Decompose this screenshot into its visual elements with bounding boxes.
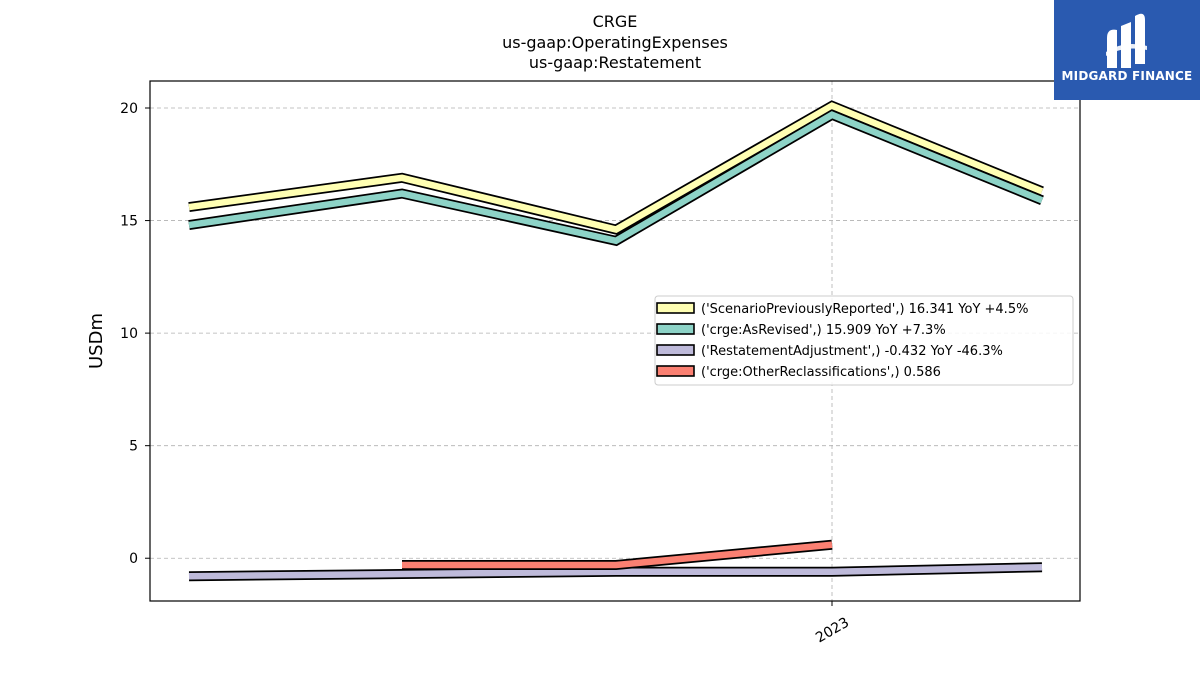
legend: ('ScenarioPreviouslyReported',) 16.341 Y… (654, 295, 1074, 386)
legend-swatch (656, 302, 695, 314)
y-tick-label: 15 (120, 214, 138, 230)
chart-subtitle-2: us-gaap:Restatement (529, 53, 701, 72)
y-tick-label: 5 (129, 439, 138, 455)
plot-frame (149, 80, 1081, 602)
legend-entry: ('ScenarioPreviouslyReported',) 16.341 Y… (701, 302, 1028, 317)
series-line-outline (188, 109, 1044, 247)
logo-text: MIDGARD FINANCE (1062, 69, 1193, 83)
y-axis-label: USDm (86, 313, 107, 369)
chart-subtitle-1: us-gaap:OperatingExpenses (502, 33, 728, 52)
legend-entry: ('crge:OtherReclassifications',) 0.586 (701, 365, 941, 380)
legend-box (654, 295, 1074, 386)
x-axis: 2023 (813, 601, 852, 646)
x-tick-label: 2023 (813, 615, 852, 647)
y-tick-label: 0 (129, 551, 138, 567)
midgard-finance-logo: MIDGARD FINANCE (1054, 0, 1200, 100)
legend-entry: ('RestatementAdjustment',) -0.432 YoY -4… (701, 344, 1003, 359)
legend-entry: ('crge:AsRevised',) 15.909 YoY +7.3% (701, 323, 946, 338)
legend-swatch (656, 365, 695, 377)
chart-title: CRGE (593, 12, 638, 31)
series-line (188, 102, 1044, 234)
y-tick-label: 20 (120, 101, 138, 117)
y-axis: 0 5 10 15 20 (120, 101, 150, 567)
logo-mark-icon (1106, 13, 1147, 68)
series-line (188, 111, 1044, 245)
series-layer (188, 100, 1044, 582)
y-tick-label: 10 (120, 326, 138, 342)
series-line (402, 541, 833, 569)
series-line (188, 563, 1043, 580)
legend-swatch (656, 344, 695, 356)
legend-swatch (656, 323, 695, 335)
